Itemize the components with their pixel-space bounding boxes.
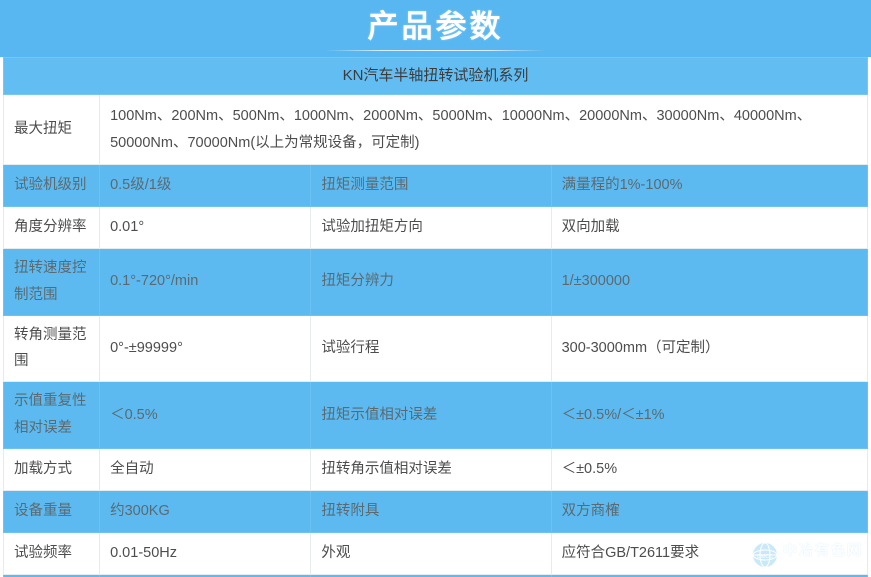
row-value-right: 满量程的1%-100% — [550, 164, 869, 207]
row-label-right: 扭矩分辨力 — [310, 248, 552, 316]
row-label-left: 转角测量范围 — [2, 314, 101, 383]
table-row: 加载方式 全自动 扭转角示值相对误差 ＜±0.5% — [2, 447, 869, 491]
row-value-left: 约300KG — [99, 489, 312, 533]
row-value-right: 双向加载 — [550, 206, 869, 249]
table-row: 转角测量范围 0°-±99999° 试验行程 300-3000mm（可定制） — [2, 314, 869, 383]
row-label-left: 加载方式 — [2, 447, 101, 491]
row-label-right: 扭转角示值相对误差 — [310, 447, 552, 491]
row-value-left: ＜0.5% — [99, 381, 312, 449]
row-label-right: 扭转附具 — [310, 489, 552, 533]
row-value-right: ＜±0.5% — [550, 447, 869, 491]
table-subtitle: KN汽车半轴扭转试验机系列 — [3, 57, 868, 95]
spec-table-wrap: KN汽车半轴扭转试验机系列 最大扭矩 100Nm、200Nm、500Nm、100… — [0, 57, 871, 577]
table-row: 试验频率 0.01-50Hz 外观 应符合GB/T2611要求 — [2, 531, 869, 575]
row-label-left: 设备重量 — [2, 489, 101, 533]
row-value-left: 0.5级/1级 — [99, 164, 312, 207]
table-subtitle-row: KN汽车半轴扭转试验机系列 — [3, 57, 868, 95]
row-label-right: 扭矩测量范围 — [310, 164, 552, 207]
row-label-left: 扭转速度控制范围 — [2, 248, 101, 316]
row-label-max-torque: 最大扭矩 — [2, 94, 101, 165]
page-title: 产品参数 — [367, 9, 504, 44]
table-row: 设备重量 约300KG 扭转附具 双方商榷 — [2, 489, 869, 533]
row-label-right: 试验行程 — [310, 314, 552, 383]
row-value-left: 220V，50Hz — [99, 573, 312, 577]
banner-divider — [325, 50, 546, 51]
row-value-left: 0.01° — [99, 206, 312, 249]
row-label-right: 试验加扭矩方向 — [310, 206, 552, 249]
table-row: 角度分辨率 0.01° 试验加扭矩方向 双向加载 — [2, 206, 869, 249]
row-value-right: 300-3000mm（可定制） — [550, 314, 869, 383]
table-row: 供电电源 220V，50Hz 保护功能 试验机有过载保护功能 — [2, 573, 869, 577]
row-label-left: 试验频率 — [2, 531, 101, 575]
row-value-left: 0.1°-720°/min — [99, 248, 312, 316]
table-row: 扭转速度控制范围 0.1°-720°/min 扭矩分辨力 1/±300000 — [2, 248, 869, 316]
row-value-max-torque: 100Nm、200Nm、500Nm、1000Nm、2000Nm、5000Nm、1… — [99, 94, 868, 165]
row-label-right: 扭矩示值相对误差 — [310, 381, 552, 449]
row-value-right: 试验机有过载保护功能 — [550, 573, 869, 577]
spec-table-body: KN汽车半轴扭转试验机系列 最大扭矩 100Nm、200Nm、500Nm、100… — [2, 57, 869, 577]
row-label-left: 示值重复性相对误差 — [2, 381, 101, 449]
table-row: 试验机级别 0.5级/1级 扭矩测量范围 满量程的1%-100% — [2, 164, 869, 207]
row-value-left: 0°-±99999° — [99, 314, 312, 383]
row-value-right: ＜±0.5%/＜±1% — [550, 381, 869, 449]
row-value-left: 0.01-50Hz — [99, 531, 312, 575]
row-value-right: 1/±300000 — [550, 248, 869, 316]
row-label-right: 外观 — [310, 531, 552, 575]
page-banner: 产品参数 — [0, 0, 871, 57]
row-value-left: 全自动 — [99, 447, 312, 491]
table-row: 示值重复性相对误差 ＜0.5% 扭矩示值相对误差 ＜±0.5%/＜±1% — [2, 381, 869, 449]
row-value-right: 双方商榷 — [550, 489, 869, 533]
row-label-left: 试验机级别 — [2, 164, 101, 207]
spec-table: KN汽车半轴扭转试验机系列 最大扭矩 100Nm、200Nm、500Nm、100… — [2, 57, 869, 577]
row-value-right: 应符合GB/T2611要求 — [550, 531, 869, 575]
table-row-max-torque: 最大扭矩 100Nm、200Nm、500Nm、1000Nm、2000Nm、500… — [2, 94, 868, 165]
row-label-left: 角度分辨率 — [2, 206, 101, 249]
